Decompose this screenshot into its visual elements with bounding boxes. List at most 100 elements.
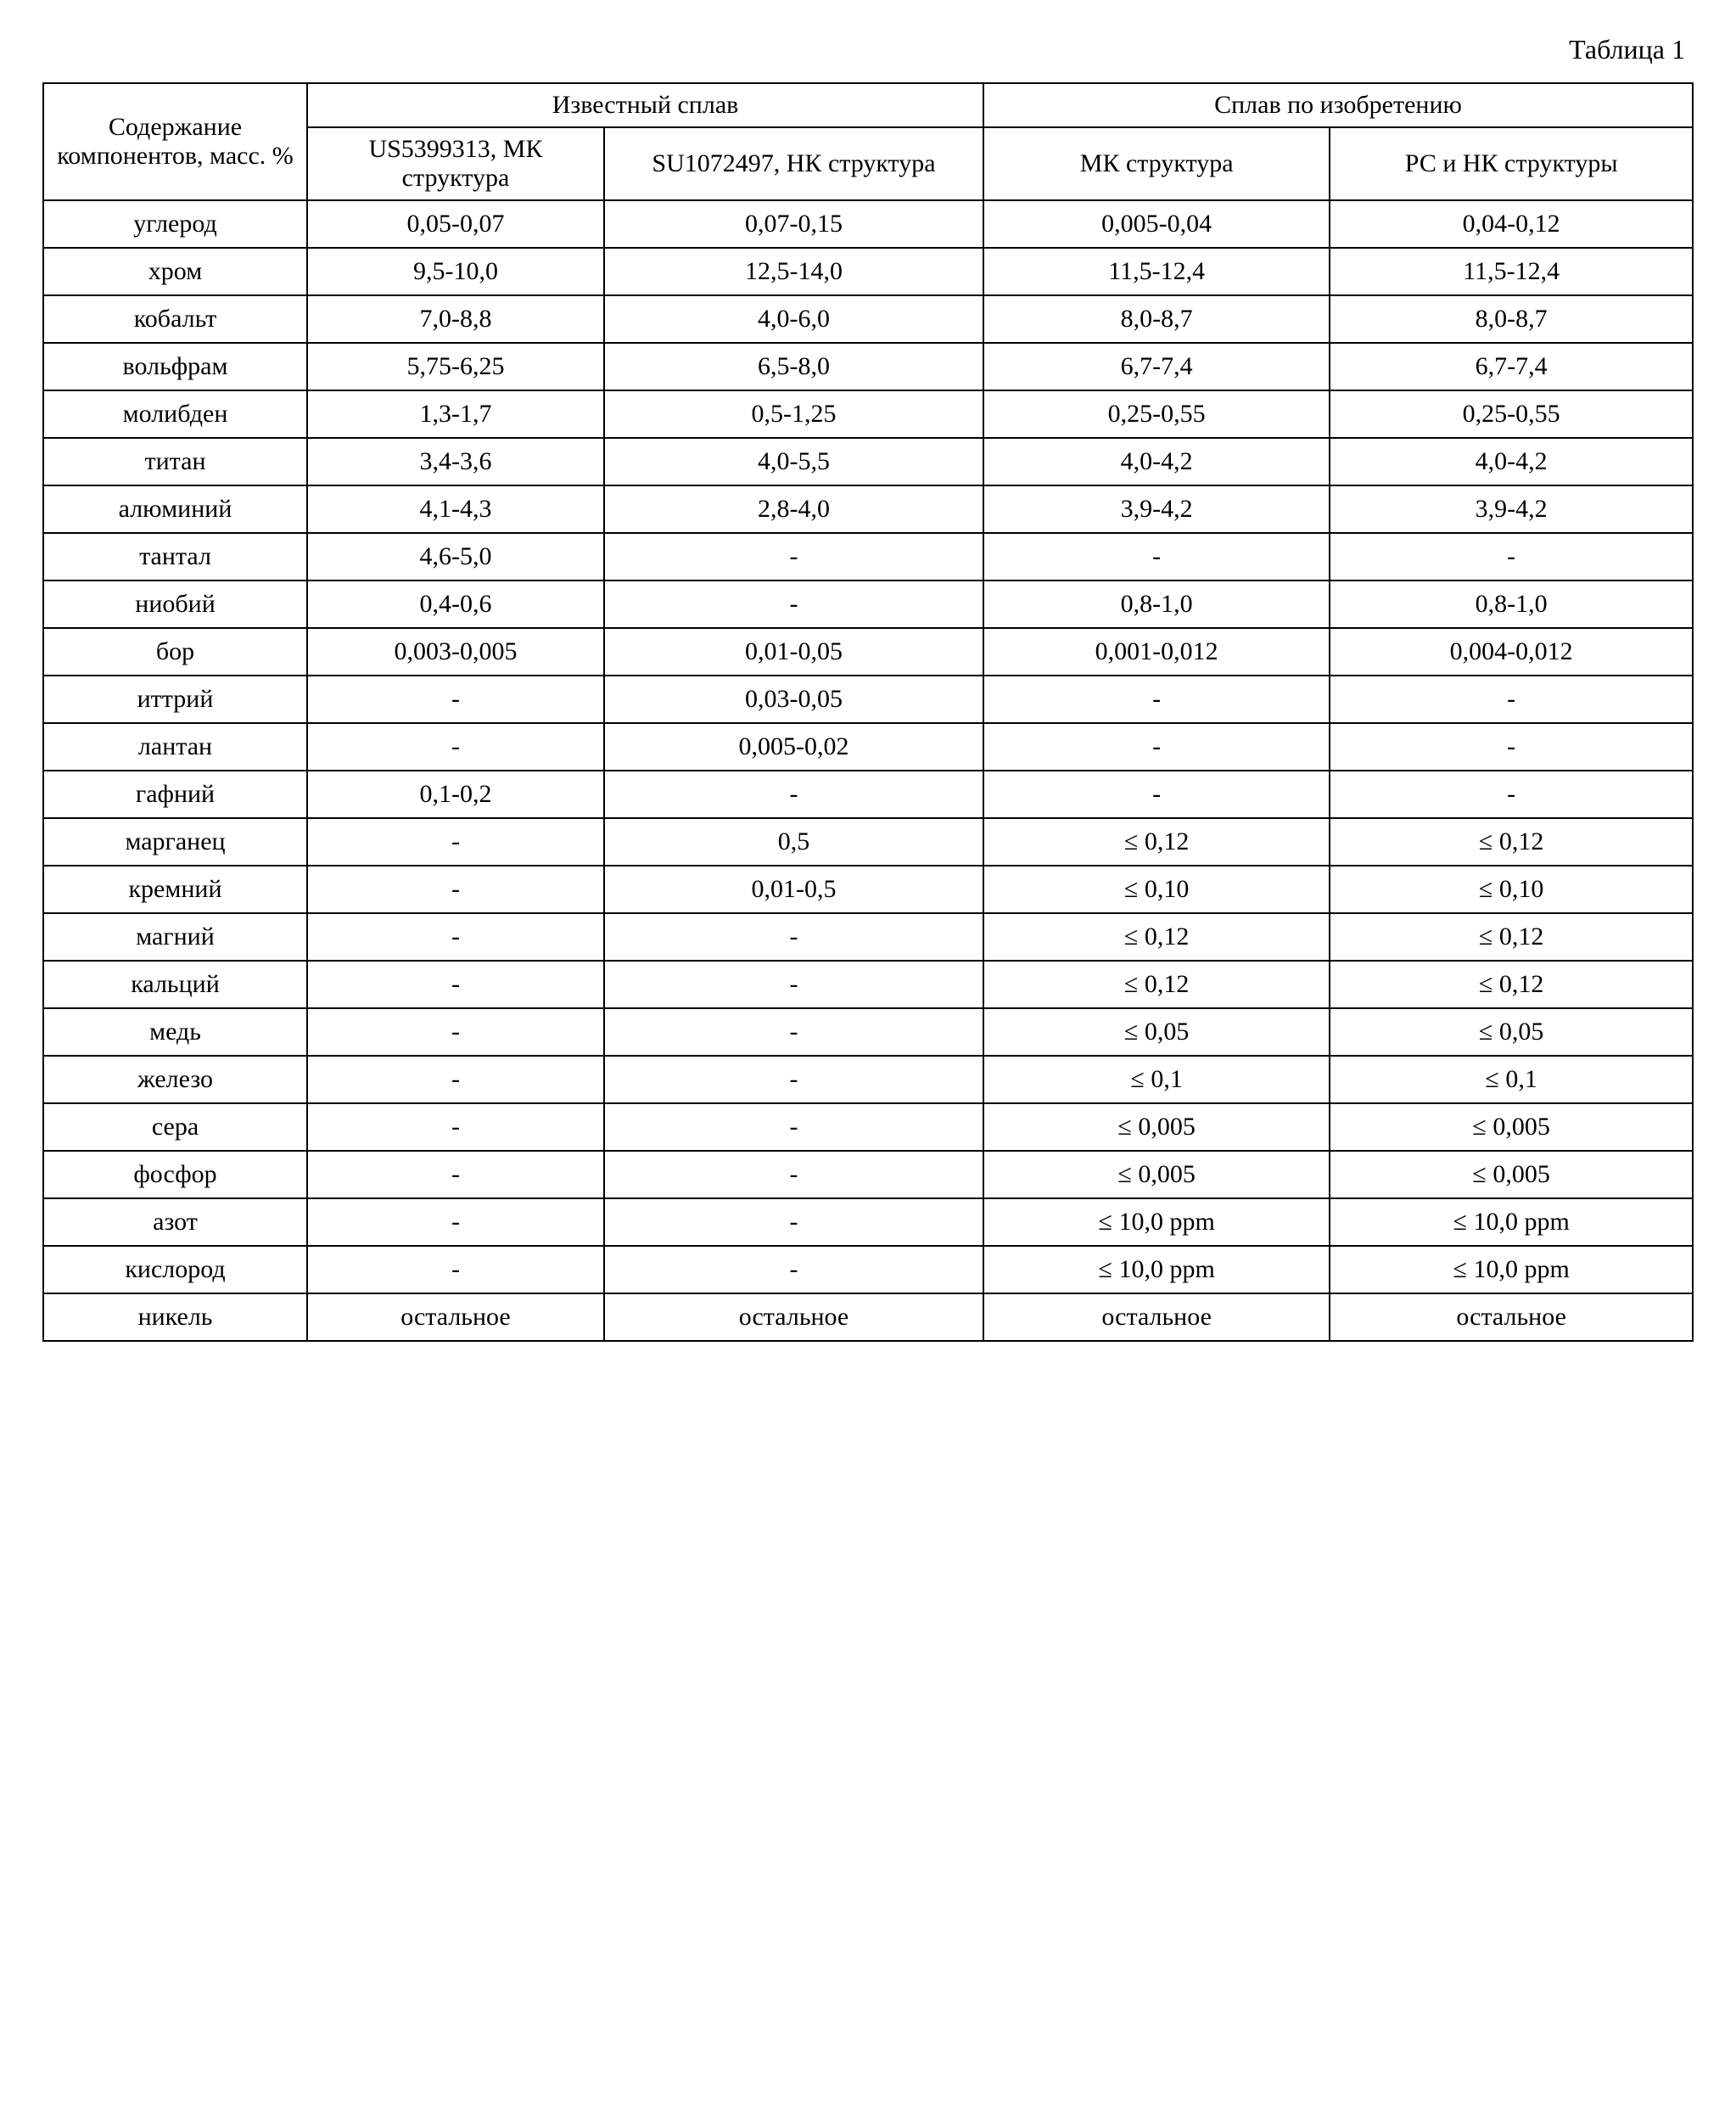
cell-c: ≤ 0,12: [983, 818, 1330, 866]
table-row: фосфор--≤ 0,005≤ 0,005: [43, 1151, 1693, 1198]
cell-d: 6,7-7,4: [1330, 343, 1693, 390]
header-col-d: РС и НК структуры: [1330, 127, 1693, 200]
cell-c: -: [983, 676, 1330, 723]
table-header-row-1: Содержание компонентов, масс. % Известны…: [43, 83, 1693, 127]
row-label: магний: [43, 913, 307, 961]
cell-a: -: [307, 1103, 604, 1151]
cell-a: 0,003-0,005: [307, 628, 604, 676]
cell-a: 9,5-10,0: [307, 248, 604, 295]
row-label: азот: [43, 1198, 307, 1246]
row-label: лантан: [43, 723, 307, 771]
cell-d: 0,004-0,012: [1330, 628, 1693, 676]
cell-a: 7,0-8,8: [307, 295, 604, 343]
row-label: сера: [43, 1103, 307, 1151]
cell-d: ≤ 0,12: [1330, 913, 1693, 961]
table-body: углерод0,05-0,070,07-0,150,005-0,040,04-…: [43, 200, 1693, 1341]
cell-c: ≤ 0,005: [983, 1103, 1330, 1151]
table-row: хром9,5-10,012,5-14,011,5-12,411,5-12,4: [43, 248, 1693, 295]
row-label: железо: [43, 1056, 307, 1103]
table-row: тантал4,6-5,0---: [43, 533, 1693, 580]
cell-c: ≤ 0,1: [983, 1056, 1330, 1103]
cell-d: 0,04-0,12: [1330, 200, 1693, 248]
cell-c: 8,0-8,7: [983, 295, 1330, 343]
table-row: иттрий-0,03-0,05--: [43, 676, 1693, 723]
cell-d: ≤ 0,05: [1330, 1008, 1693, 1056]
cell-a: 0,4-0,6: [307, 580, 604, 628]
cell-c: 0,25-0,55: [983, 390, 1330, 438]
table-row: гафний0,1-0,2---: [43, 771, 1693, 818]
cell-c: 11,5-12,4: [983, 248, 1330, 295]
row-label: гафний: [43, 771, 307, 818]
cell-a: 5,75-6,25: [307, 343, 604, 390]
cell-c: ≤ 0,12: [983, 913, 1330, 961]
row-label: иттрий: [43, 676, 307, 723]
row-label: титан: [43, 438, 307, 485]
cell-c: ≤ 0,05: [983, 1008, 1330, 1056]
cell-c: -: [983, 771, 1330, 818]
cell-d: -: [1330, 771, 1693, 818]
cell-b: 4,0-6,0: [604, 295, 983, 343]
cell-c: остальное: [983, 1293, 1330, 1341]
cell-c: ≤ 0,12: [983, 961, 1330, 1008]
cell-a: 4,1-4,3: [307, 485, 604, 533]
row-label: хром: [43, 248, 307, 295]
alloy-composition-table: Содержание компонентов, масс. % Известны…: [42, 82, 1694, 1342]
cell-b: -: [604, 1008, 983, 1056]
cell-c: -: [983, 533, 1330, 580]
cell-d: 4,0-4,2: [1330, 438, 1693, 485]
header-col-b: SU1072497, НК структура: [604, 127, 983, 200]
cell-a: -: [307, 866, 604, 913]
cell-d: ≤ 10,0 ppm: [1330, 1246, 1693, 1293]
table-row: лантан-0,005-0,02--: [43, 723, 1693, 771]
cell-a: 4,6-5,0: [307, 533, 604, 580]
cell-b: -: [604, 1246, 983, 1293]
cell-c: ≤ 10,0 ppm: [983, 1246, 1330, 1293]
cell-d: ≤ 0,005: [1330, 1103, 1693, 1151]
cell-c: 4,0-4,2: [983, 438, 1330, 485]
cell-b: 0,07-0,15: [604, 200, 983, 248]
cell-a: 0,05-0,07: [307, 200, 604, 248]
cell-c: 3,9-4,2: [983, 485, 1330, 533]
cell-b: 0,03-0,05: [604, 676, 983, 723]
cell-d: 11,5-12,4: [1330, 248, 1693, 295]
table-row: сера--≤ 0,005≤ 0,005: [43, 1103, 1693, 1151]
cell-a: остальное: [307, 1293, 604, 1341]
cell-d: -: [1330, 676, 1693, 723]
cell-a: 0,1-0,2: [307, 771, 604, 818]
cell-d: -: [1330, 723, 1693, 771]
row-label: углерод: [43, 200, 307, 248]
cell-a: -: [307, 723, 604, 771]
cell-b: -: [604, 1151, 983, 1198]
row-label: вольфрам: [43, 343, 307, 390]
row-label: никель: [43, 1293, 307, 1341]
row-label: фосфор: [43, 1151, 307, 1198]
table-row: титан3,4-3,64,0-5,54,0-4,24,0-4,2: [43, 438, 1693, 485]
table-row: углерод0,05-0,070,07-0,150,005-0,040,04-…: [43, 200, 1693, 248]
row-label: медь: [43, 1008, 307, 1056]
cell-c: 0,001-0,012: [983, 628, 1330, 676]
cell-b: -: [604, 1056, 983, 1103]
row-label: кремний: [43, 866, 307, 913]
table-row: кислород--≤ 10,0 ppm≤ 10,0 ppm: [43, 1246, 1693, 1293]
cell-c: ≤ 10,0 ppm: [983, 1198, 1330, 1246]
row-label: тантал: [43, 533, 307, 580]
cell-b: -: [604, 913, 983, 961]
table-row: кремний-0,01-0,5≤ 0,10≤ 0,10: [43, 866, 1693, 913]
cell-c: -: [983, 723, 1330, 771]
cell-b: -: [604, 580, 983, 628]
cell-b: 0,01-0,5: [604, 866, 983, 913]
row-label: ниобий: [43, 580, 307, 628]
cell-a: -: [307, 676, 604, 723]
cell-c: 0,8-1,0: [983, 580, 1330, 628]
cell-a: -: [307, 913, 604, 961]
header-known-alloy: Известный сплав: [307, 83, 983, 127]
header-row-label: Содержание компонентов, масс. %: [43, 83, 307, 200]
cell-d: ≤ 0,005: [1330, 1151, 1693, 1198]
header-col-a: US5399313, МК структура: [307, 127, 604, 200]
cell-a: 1,3-1,7: [307, 390, 604, 438]
cell-b: -: [604, 533, 983, 580]
cell-a: -: [307, 1008, 604, 1056]
table-row: железо--≤ 0,1≤ 0,1: [43, 1056, 1693, 1103]
cell-b: остальное: [604, 1293, 983, 1341]
cell-a: -: [307, 1151, 604, 1198]
